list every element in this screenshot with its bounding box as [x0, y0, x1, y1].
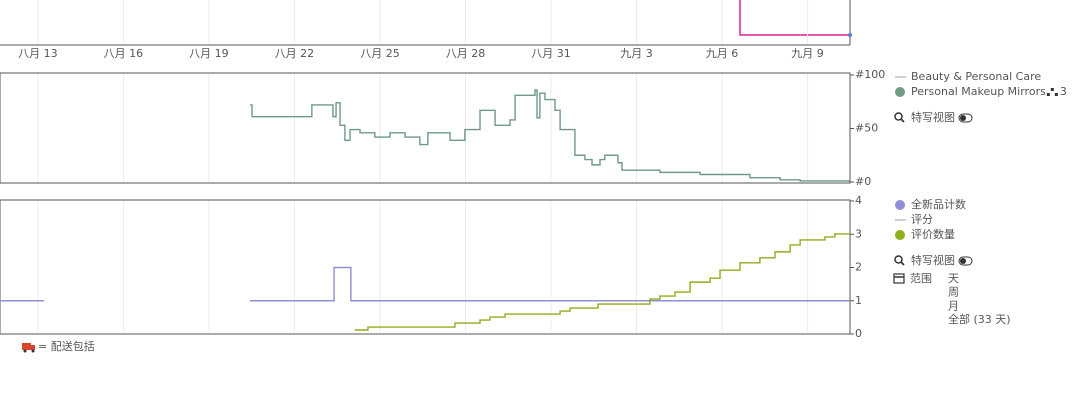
legend-label[interactable]: 评分: [911, 213, 933, 226]
x-tick-label: 八月 16: [104, 47, 144, 60]
category-icon: [1054, 93, 1058, 96]
toggle-knob[interactable]: [960, 115, 966, 121]
data-line: [354, 233, 850, 331]
y-tick-label: #0: [855, 175, 871, 188]
y-tick-label: #50: [855, 122, 878, 135]
y-tick-label: 0: [855, 327, 862, 340]
close-view-label[interactable]: 特写视图: [911, 110, 955, 124]
x-tick-label: 九月 6: [706, 47, 739, 60]
y-tick-label: 3: [855, 227, 862, 240]
magnifier-icon: [894, 255, 903, 264]
close-view-label[interactable]: 特写视图: [911, 253, 955, 267]
legend-marker: [895, 230, 905, 240]
legend-label[interactable]: 评价数量: [911, 228, 955, 241]
range-option[interactable]: 周: [948, 286, 959, 299]
data-line: [249, 89, 850, 182]
x-tick-label: 八月 31: [531, 47, 571, 60]
category-icon: [1046, 93, 1050, 96]
magnifier-icon: [900, 261, 905, 266]
x-tick-label: 八月 13: [18, 47, 58, 60]
range-option[interactable]: 月: [948, 299, 959, 312]
x-tick-label: 八月 28: [446, 47, 486, 60]
top-panel-dot: [848, 33, 852, 37]
category-badge: 3: [1060, 85, 1067, 98]
category-icon: [1050, 88, 1054, 91]
legend-marker: [895, 87, 905, 97]
y-tick-label: 4: [855, 194, 862, 207]
truck-icon: [22, 343, 35, 353]
x-tick-label: 九月 9: [791, 47, 824, 60]
y-tick-label: #100: [855, 68, 885, 81]
top-panel-line: [739, 0, 850, 36]
magnifier-icon: [900, 118, 905, 123]
range-option[interactable]: 全部 (33 天): [948, 312, 1011, 326]
calendar-icon: [893, 273, 905, 284]
magnifier-icon: [894, 112, 903, 121]
x-tick-label: 八月 22: [275, 47, 315, 60]
legend-label[interactable]: Beauty & Personal Care: [911, 70, 1041, 83]
y-tick-label: 1: [855, 294, 862, 307]
x-tick-label: 八月 19: [189, 47, 229, 60]
data-line: [0, 266, 850, 302]
x-tick-label: 八月 25: [360, 47, 400, 60]
legend-label[interactable]: Personal Makeup Mirrors: [911, 85, 1046, 98]
footnote: = 配送包括: [38, 339, 95, 353]
legend-label[interactable]: 全新品计数: [911, 197, 966, 211]
range-label: 范围: [910, 271, 932, 285]
toggle-knob[interactable]: [960, 258, 966, 264]
x-tick-label: 九月 3: [620, 47, 653, 60]
legend-marker: [895, 200, 905, 210]
range-option[interactable]: 天: [948, 272, 959, 285]
y-tick-label: 2: [855, 261, 862, 274]
